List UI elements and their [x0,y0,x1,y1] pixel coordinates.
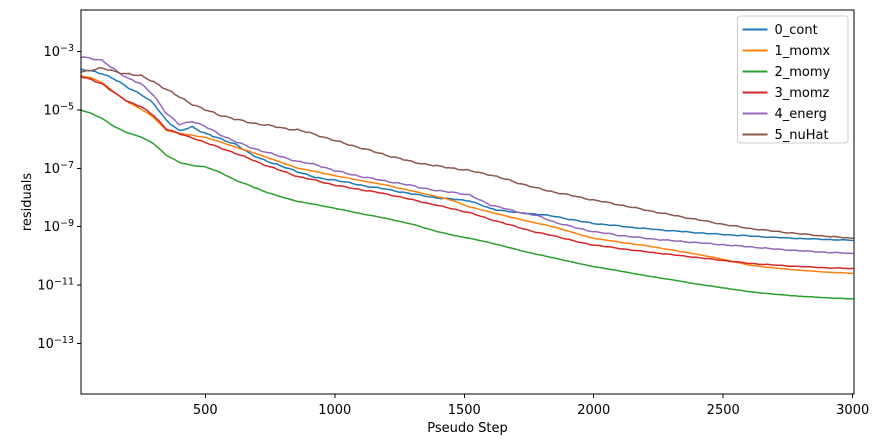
y-tick-label: 10−9 [43,218,74,235]
legend-label-0_cont: 0_cont [775,23,818,38]
x-tick-label: 2000 [577,403,610,418]
x-tick-label: 500 [193,403,218,418]
x-tick-label: 3000 [836,403,869,418]
legend-box [737,15,849,144]
legend-label-1_momx: 1_momx [775,44,831,59]
plot-border [80,9,855,395]
series-line-3_momz [80,76,854,270]
series-line-5_nuHat [80,66,854,240]
legend: 0_cont 1_momx 2_momy 3_momz 4_energ 5_nuHat [737,15,849,144]
series-line-0_cont [80,68,854,242]
y-tick-label: 10−13 [37,335,74,352]
y-axis-label: residuals [20,173,35,232]
y-tick-label: 10−11 [37,276,74,293]
y-tick-label: 10−3 [43,43,74,60]
legend-label-4_energ: 4_energ [775,107,827,122]
legend-label-5_nuHat: 5_nuHat [775,128,829,143]
x-tick-label: 2500 [707,403,740,418]
x-axis-label: Pseudo Step [427,421,508,436]
legend-label-3_momz: 3_momz [775,86,830,101]
legend-label-2_momy: 2_momy [775,65,831,80]
x-tick-label: 1500 [448,403,481,418]
y-tick-label: 10−7 [43,160,74,177]
x-tick-label: 1000 [318,403,351,418]
series-line-4_energ [80,56,854,255]
y-tick-label: 10−5 [43,102,74,119]
series-line-2_momy [80,109,854,300]
